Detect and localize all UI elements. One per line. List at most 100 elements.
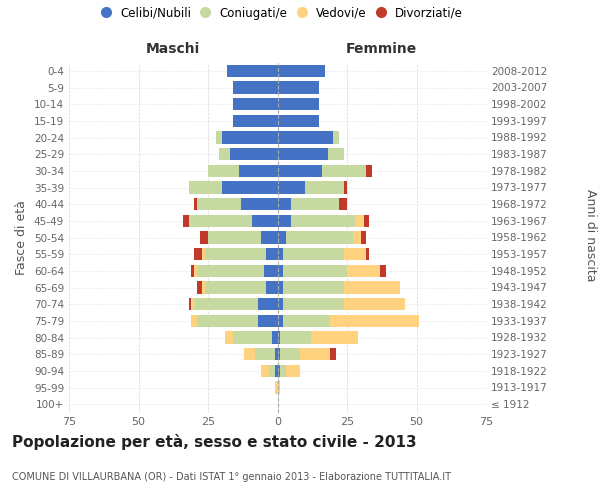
Bar xyxy=(280,364,286,377)
Bar xyxy=(222,131,277,144)
Bar xyxy=(224,331,233,344)
Bar xyxy=(269,364,275,377)
Bar xyxy=(283,281,344,293)
Bar xyxy=(253,214,277,227)
Bar xyxy=(277,231,286,244)
Bar xyxy=(188,298,191,310)
Bar xyxy=(266,281,277,293)
Bar xyxy=(333,131,338,144)
Y-axis label: Fasce di età: Fasce di età xyxy=(16,200,28,275)
Bar xyxy=(277,81,319,94)
Bar xyxy=(283,248,344,260)
Bar xyxy=(241,198,277,210)
Bar xyxy=(280,348,300,360)
Bar xyxy=(194,298,258,310)
Bar xyxy=(353,231,361,244)
Bar xyxy=(347,264,380,277)
Bar xyxy=(277,131,333,144)
Bar xyxy=(197,198,241,210)
Bar xyxy=(311,331,358,344)
Bar xyxy=(277,181,305,194)
Bar xyxy=(361,231,367,244)
Bar xyxy=(275,364,277,377)
Bar xyxy=(300,348,331,360)
Bar xyxy=(277,64,325,77)
Bar xyxy=(202,281,205,293)
Bar xyxy=(208,164,239,177)
Bar xyxy=(277,314,283,327)
Bar xyxy=(188,214,253,227)
Legend: Celibi/Nubili, Coniugati/e, Vedovi/e, Divorziati/e: Celibi/Nubili, Coniugati/e, Vedovi/e, Di… xyxy=(101,7,463,20)
Bar xyxy=(344,281,400,293)
Bar xyxy=(205,281,266,293)
Bar xyxy=(331,348,336,360)
Bar xyxy=(283,314,331,327)
Bar xyxy=(191,298,194,310)
Bar xyxy=(331,314,419,327)
Bar xyxy=(292,214,355,227)
Bar xyxy=(202,248,205,260)
Bar xyxy=(233,98,277,110)
Bar xyxy=(261,231,277,244)
Bar xyxy=(367,164,372,177)
Bar xyxy=(338,198,347,210)
Bar xyxy=(275,348,277,360)
Bar xyxy=(344,298,406,310)
Bar xyxy=(208,231,261,244)
Bar xyxy=(258,298,277,310)
Bar xyxy=(258,314,277,327)
Bar xyxy=(277,298,283,310)
Bar xyxy=(283,298,344,310)
Bar xyxy=(272,331,277,344)
Bar xyxy=(277,148,328,160)
Bar xyxy=(364,214,369,227)
Bar xyxy=(233,81,277,94)
Bar xyxy=(230,148,277,160)
Bar xyxy=(355,214,364,227)
Bar xyxy=(277,331,280,344)
Text: COMUNE DI VILLAURBANA (OR) - Dati ISTAT 1° gennaio 2013 - Elaborazione TUTTITALI: COMUNE DI VILLAURBANA (OR) - Dati ISTAT … xyxy=(12,472,451,482)
Bar xyxy=(188,181,222,194)
Bar xyxy=(266,248,277,260)
Bar xyxy=(197,314,258,327)
Bar xyxy=(194,264,197,277)
Bar xyxy=(322,164,367,177)
Bar xyxy=(283,264,347,277)
Bar xyxy=(244,348,255,360)
Bar xyxy=(217,131,222,144)
Bar xyxy=(191,314,197,327)
Bar xyxy=(227,64,277,77)
Bar xyxy=(261,364,269,377)
Bar xyxy=(219,148,230,160)
Bar xyxy=(222,181,277,194)
Text: Anni di nascita: Anni di nascita xyxy=(584,188,597,281)
Text: Popolazione per età, sesso e stato civile - 2013: Popolazione per età, sesso e stato civil… xyxy=(12,434,416,450)
Bar xyxy=(263,264,277,277)
Bar xyxy=(183,214,188,227)
Bar xyxy=(277,381,280,394)
Text: Maschi: Maschi xyxy=(146,42,200,56)
Bar xyxy=(277,198,292,210)
Bar xyxy=(277,248,283,260)
Bar xyxy=(286,231,353,244)
Bar xyxy=(194,198,197,210)
Bar xyxy=(255,348,275,360)
Bar xyxy=(277,114,319,127)
Text: Femmine: Femmine xyxy=(346,42,418,56)
Bar xyxy=(277,264,283,277)
Bar xyxy=(277,281,283,293)
Bar xyxy=(286,364,300,377)
Bar xyxy=(275,381,277,394)
Bar xyxy=(197,281,202,293)
Bar xyxy=(277,214,292,227)
Bar xyxy=(277,164,322,177)
Bar xyxy=(205,248,266,260)
Bar xyxy=(344,181,347,194)
Bar xyxy=(191,264,194,277)
Bar xyxy=(292,198,338,210)
Bar xyxy=(280,331,311,344)
Bar xyxy=(328,148,344,160)
Bar xyxy=(239,164,277,177)
Bar xyxy=(233,114,277,127)
Bar xyxy=(277,348,280,360)
